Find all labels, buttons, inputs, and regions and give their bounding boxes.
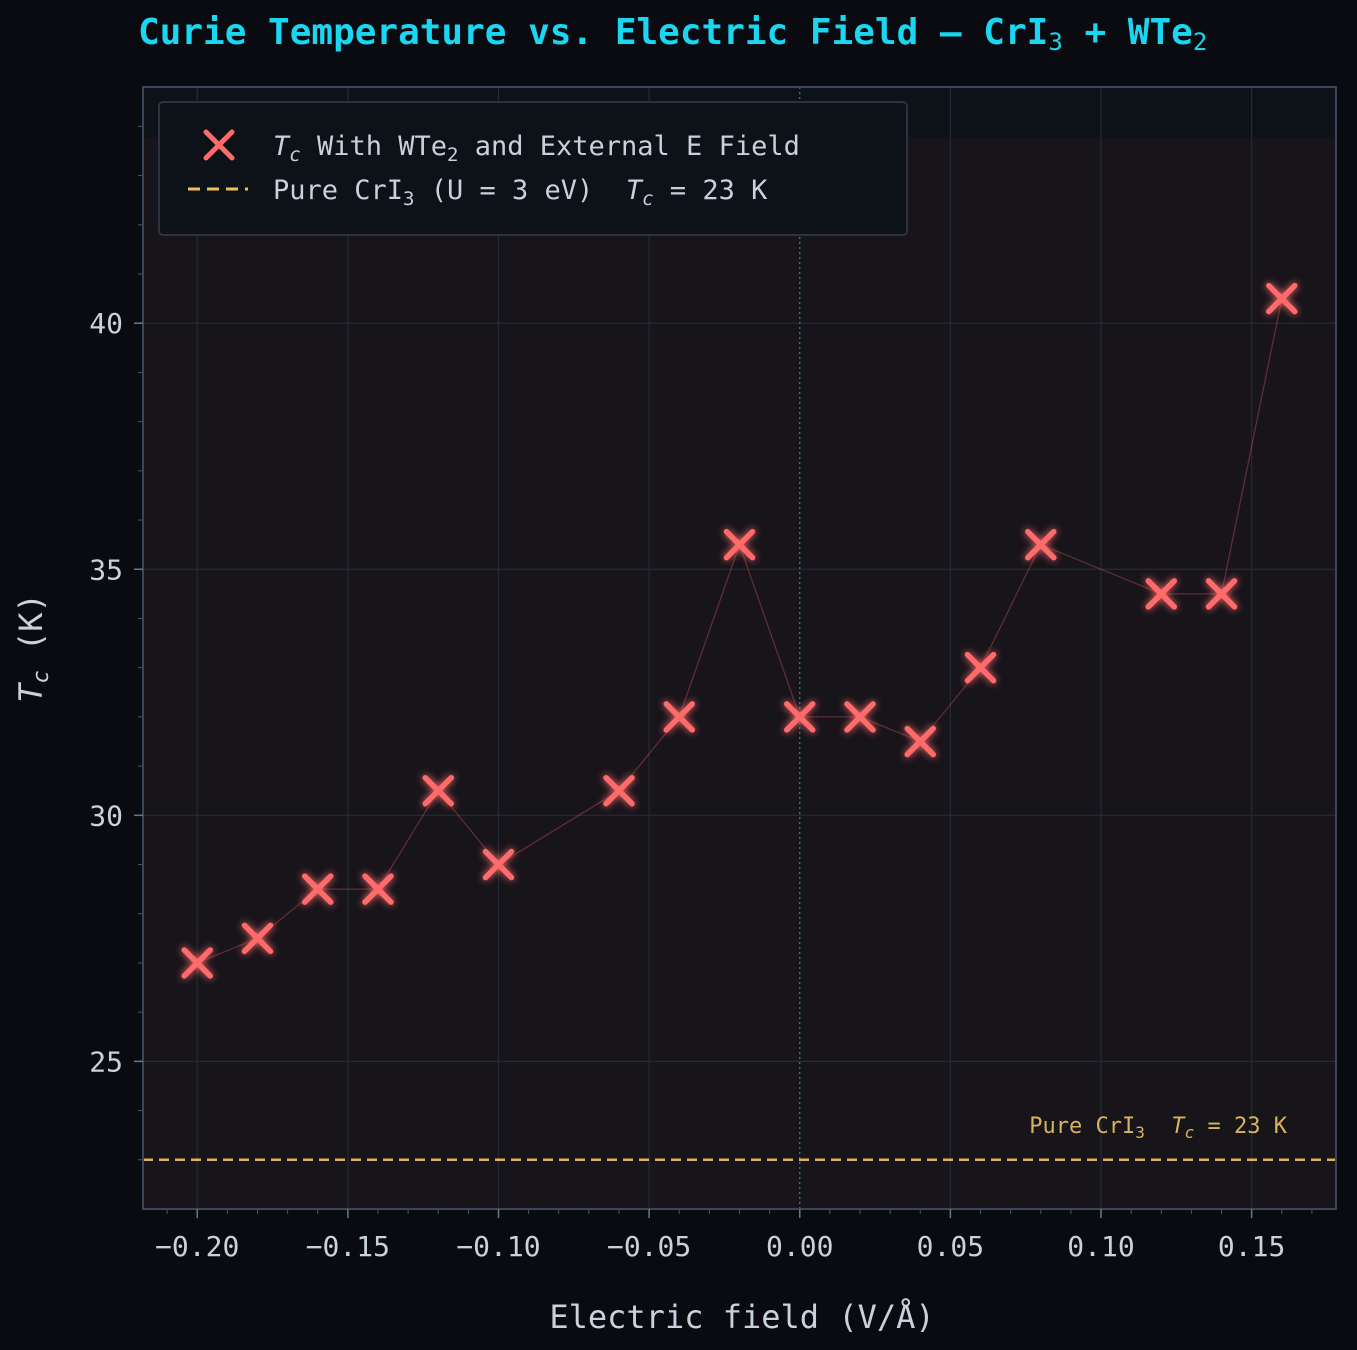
data-point-stroke: [181, 947, 213, 979]
data-point: [1025, 528, 1057, 561]
data-point: [723, 528, 756, 561]
data-point: [422, 774, 454, 807]
legend-label-reference: Pure CrI3 (U = 3 eV) Tc = 23 K: [273, 175, 768, 210]
legend: Tc With WTe2 and External E Field Pure C…: [158, 101, 908, 236]
x-tick-label: −0.20: [155, 1230, 239, 1263]
data-point-stroke: [362, 873, 394, 905]
data-point-stroke: [422, 774, 454, 807]
x-axis-ticks: −0.20 −0.15 −0.10 −0.05 0.00 0.05 0.10 0.15: [155, 1209, 1285, 1263]
chart-title: Curie Temperature vs. Electric Field — C…: [138, 12, 1207, 56]
data-point: [1205, 578, 1238, 610]
legend-label-series: Tc With WTe2 and External E Field: [273, 131, 800, 166]
data-point-stroke: [1266, 282, 1298, 315]
data-point: [301, 873, 334, 905]
x-tick-label: 0.15: [1218, 1230, 1285, 1263]
data-point-stroke: [603, 774, 635, 807]
data-point: [241, 922, 274, 955]
x-tick-label: 0.10: [1067, 1230, 1134, 1263]
plot-shade: [143, 137, 1336, 1209]
data-point: [844, 701, 876, 733]
x-tick-label: 0.00: [766, 1230, 833, 1263]
data-point: [362, 873, 394, 905]
x-tick-label: −0.05: [607, 1230, 691, 1263]
data-point-stroke: [301, 873, 334, 905]
data-point: [1145, 578, 1178, 610]
data-markers: [181, 282, 1298, 979]
data-point: [663, 701, 695, 733]
data-point-stroke: [904, 725, 937, 758]
x-axis-label: Electric field (V/Å): [549, 1298, 934, 1336]
data-point-stroke: [663, 701, 695, 733]
legend-marker-x: [203, 129, 235, 161]
grid-lines: [143, 87, 1336, 1209]
data-point-stroke: [482, 848, 515, 881]
data-point: [784, 701, 816, 733]
data-point: [482, 848, 515, 881]
y-tick-label: 30: [89, 799, 123, 832]
axes-frame: [142, 86, 1337, 1210]
data-point-stroke: [241, 922, 274, 955]
reference-annotation: Pure CrI3 Tc = 23 K: [1029, 1114, 1287, 1142]
y-axis-ticks: 25 30 35 40: [89, 307, 143, 1078]
x-tick-label: 0.05: [917, 1230, 984, 1263]
data-point-stroke: [1205, 578, 1238, 610]
data-point: [904, 725, 937, 758]
x-tick-label: −0.10: [456, 1230, 540, 1263]
x-tick-label: −0.15: [306, 1230, 390, 1263]
data-point-stroke: [1025, 528, 1057, 561]
data-point-stroke: [723, 528, 756, 561]
data-point: [1266, 282, 1298, 315]
data-point: [181, 947, 213, 979]
data-point-stroke: [1145, 578, 1178, 610]
data-point-stroke: [844, 701, 876, 733]
data-point: [603, 774, 635, 807]
data-point-stroke: [784, 701, 816, 733]
legend-box: [158, 101, 908, 236]
y-tick-label: 40: [89, 307, 123, 340]
y-tick-label: 25: [89, 1045, 123, 1078]
y-axis-label: Tc (K): [12, 593, 54, 703]
y-tick-label: 35: [89, 553, 123, 586]
data-point: [964, 651, 997, 684]
data-point-stroke: [964, 651, 997, 684]
